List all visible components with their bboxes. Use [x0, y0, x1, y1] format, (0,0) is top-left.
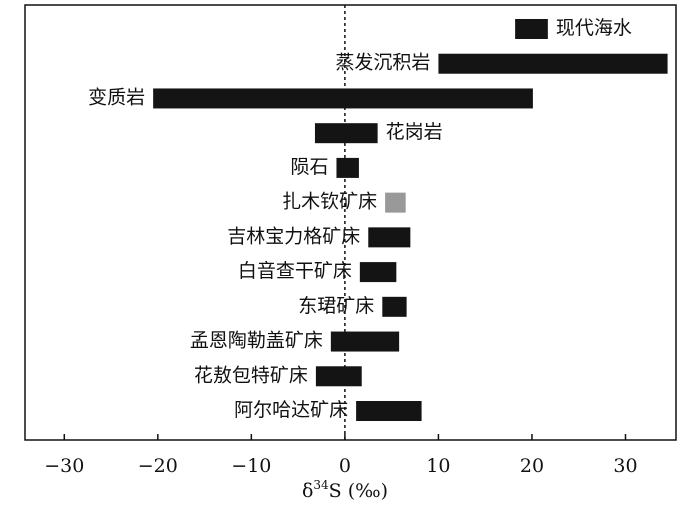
- bar: [438, 53, 668, 74]
- bar: [359, 262, 397, 283]
- bar-label: 现代海水: [556, 17, 632, 39]
- bar-label: 变质岩: [88, 86, 145, 108]
- x-tick-label: 20: [520, 455, 544, 477]
- x-tick-label: 10: [426, 455, 450, 477]
- bar: [314, 123, 378, 144]
- bar-label: 阿尔哈达矿床: [234, 399, 348, 421]
- bar: [385, 192, 406, 213]
- bar: [336, 157, 359, 178]
- bar-label: 扎木钦矿床: [282, 191, 377, 213]
- bar: [368, 227, 411, 248]
- bar: [330, 331, 400, 352]
- bar: [382, 296, 407, 317]
- x-tick-label: −10: [231, 455, 271, 477]
- x-tick-label: 0: [339, 455, 351, 477]
- bar-label: 蒸发沉积岩: [335, 52, 430, 74]
- x-tick-label: 30: [613, 455, 637, 477]
- bar: [315, 366, 362, 387]
- x-tick-label: −30: [44, 455, 84, 477]
- bar: [356, 401, 422, 421]
- bar-label: 东珺矿床: [298, 295, 374, 317]
- bar-label: 白音查干矿床: [238, 260, 352, 282]
- bar: [515, 19, 548, 39]
- bar-label: 花敖包特矿床: [194, 364, 308, 386]
- x-tick-label: −20: [138, 455, 178, 477]
- bar-label: 陨石: [290, 156, 328, 178]
- bar-label: 花岗岩: [386, 121, 443, 143]
- bar: [153, 88, 533, 109]
- bar-label: 孟恩陶勒盖矿床: [190, 330, 323, 352]
- x-axis-label: δ34S (‰): [302, 478, 388, 503]
- bar-label: 吉林宝力格矿床: [227, 225, 360, 247]
- plot-frame: [24, 4, 677, 441]
